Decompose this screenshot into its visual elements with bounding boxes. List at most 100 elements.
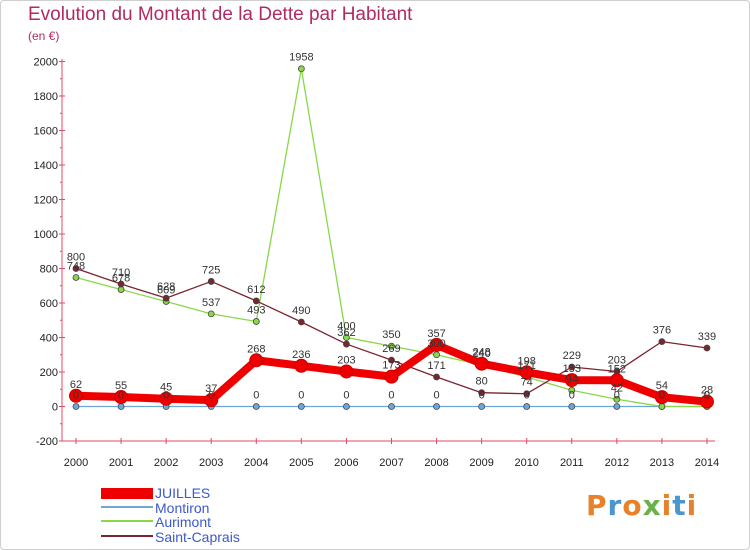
data-point-juilles [294,358,309,373]
legend-swatch-saint-caprais [101,535,153,537]
data-label-aurimont: 609 [157,284,175,296]
data-point-montiron [523,403,531,410]
data-label-montiron: 0 [704,390,710,402]
data-label-montiron: 0 [524,390,530,402]
legend-swatch-juilles [101,488,153,499]
data-label-saint-caprais: 74 [521,377,533,389]
data-point-juilles [654,390,669,405]
data-point-juilles [474,356,489,371]
data-point-aurimont [388,342,395,350]
data-label-saint-caprais: 171 [427,360,445,372]
data-label-aurimont: 240 [472,348,490,360]
y-tick-label: 800 [40,264,58,276]
logo-letter: x [642,489,662,522]
y-tick-label: -200 [36,436,58,448]
legend-swatch-montiron [101,506,153,508]
data-point-juilles [609,373,624,388]
legend-label-montiron: Montiron [155,500,210,516]
y-tick-label: 400 [40,333,58,345]
data-label-aurimont: 0 [704,390,710,402]
data-label-saint-caprais: 203 [608,354,626,366]
legend-label-juilles: JUILLES [155,485,211,501]
data-label-montiron: 0 [298,390,304,402]
data-label-juilles: 198 [518,355,536,367]
x-tick-label: 2008 [424,457,448,469]
data-label-aurimont: 350 [382,329,400,341]
data-point-saint-caprais [297,318,305,326]
proxiti-logo: Proxiti [586,489,697,522]
x-tick-label: 2002 [154,457,178,469]
data-point-juilles [429,337,444,352]
y-tick-label: 2000 [34,57,58,69]
logo-letter: o [622,489,643,522]
data-point-aurimont [613,395,621,403]
x-tick-label: 2011 [560,457,584,469]
x-tick-label: 2012 [605,457,629,469]
data-label-saint-caprais: 628 [157,281,175,293]
data-label-montiron: 0 [433,390,439,402]
y-tick-label: 1200 [34,195,58,207]
data-label-montiron: 0 [73,390,79,402]
data-point-saint-caprais [388,356,395,364]
data-label-juilles: 236 [292,349,310,361]
y-tick-label: 0 [52,402,58,414]
data-label-saint-caprais: 339 [698,331,716,343]
data-label-juilles: 248 [472,347,490,359]
data-label-aurimont: 94 [566,373,578,385]
x-tick-label: 2006 [334,457,358,469]
data-label-saint-caprais: 229 [563,350,581,362]
x-tick-label: 2007 [379,457,403,469]
x-tick-label: 2000 [64,457,88,469]
data-label-saint-caprais: 80 [476,376,488,388]
data-point-juilles [564,373,579,388]
data-point-montiron [613,403,621,410]
data-label-saint-caprais: 800 [67,252,85,264]
data-point-aurimont [72,274,80,281]
logo-letter: P [586,489,608,522]
data-point-saint-caprais [703,344,711,352]
data-label-saint-caprais: 362 [337,327,355,339]
data-point-juilles [249,353,264,368]
data-point-aurimont [433,351,440,359]
data-point-juilles [204,393,219,408]
data-point-aurimont [252,318,260,325]
data-point-saint-caprais [478,389,486,397]
legend-label-saint-caprais: Saint-Caprais [155,529,240,545]
data-point-saint-caprais [207,278,215,285]
data-label-montiron: 0 [163,390,169,402]
data-point-aurimont [207,310,215,318]
data-point-juilles [114,390,129,405]
data-point-montiron [388,403,395,410]
data-label-saint-caprais: 725 [202,264,220,276]
data-label-juilles: 55 [115,380,127,392]
data-point-montiron [343,403,350,410]
y-tick-label: 600 [40,298,58,310]
logo-letter: t [672,489,687,522]
data-point-saint-caprais [523,390,531,398]
data-label-juilles: 28 [701,385,713,397]
data-label-juilles: 153 [563,363,581,375]
data-label-aurimont: 748 [67,260,85,272]
x-tick-label: 2013 [650,457,674,469]
data-point-juilles [69,388,83,403]
logo-letter: i [686,489,698,522]
data-point-juilles [159,391,174,406]
data-point-saint-caprais [162,294,170,302]
legend-item-saint-caprais: Saint-Caprais [101,529,401,545]
data-label-montiron: 0 [208,390,214,402]
data-label-aurimont: 678 [112,273,130,285]
data-point-saint-caprais [568,363,576,371]
x-tick-label: 2005 [289,457,313,469]
data-point-montiron [568,403,576,410]
data-point-aurimont [343,334,350,341]
chart-title: Evolution du Montant de la Dette par Hab… [28,4,413,25]
data-label-aurimont: 300 [427,338,445,350]
data-point-juilles [384,369,399,384]
data-point-saint-caprais [658,338,666,346]
data-label-saint-caprais: 269 [382,343,400,355]
data-point-aurimont [658,403,666,410]
data-label-montiron: 0 [253,390,259,402]
data-point-montiron [252,403,260,410]
data-label-juilles: 173 [382,360,400,372]
